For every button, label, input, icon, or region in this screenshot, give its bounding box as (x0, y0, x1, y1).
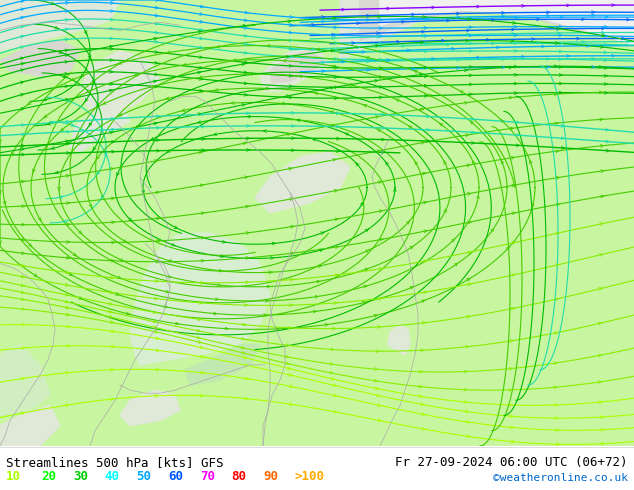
Text: 30: 30 (73, 470, 88, 483)
Text: Fr 27-09-2024 06:00 UTC (06+72): Fr 27-09-2024 06:00 UTC (06+72) (395, 456, 628, 468)
Polygon shape (130, 233, 270, 365)
Text: >100: >100 (295, 470, 325, 483)
Polygon shape (388, 324, 410, 355)
Text: ©weatheronline.co.uk: ©weatheronline.co.uk (493, 473, 628, 483)
Polygon shape (185, 344, 260, 385)
Text: 20: 20 (41, 470, 56, 483)
Polygon shape (255, 152, 350, 213)
Polygon shape (360, 0, 634, 46)
Polygon shape (340, 0, 634, 61)
Polygon shape (0, 344, 50, 416)
Text: 60: 60 (168, 470, 183, 483)
Text: 70: 70 (200, 470, 215, 483)
Text: 50: 50 (136, 470, 152, 483)
Polygon shape (0, 41, 80, 76)
Text: 80: 80 (231, 470, 247, 483)
Polygon shape (380, 0, 634, 46)
Polygon shape (0, 405, 60, 446)
Polygon shape (260, 46, 330, 91)
Polygon shape (0, 0, 120, 50)
Polygon shape (270, 50, 325, 83)
Text: 90: 90 (263, 470, 278, 483)
Text: Streamlines 500 hPa [kts] GFS: Streamlines 500 hPa [kts] GFS (6, 456, 224, 468)
Polygon shape (80, 50, 160, 122)
Text: 10: 10 (6, 470, 22, 483)
Polygon shape (70, 101, 130, 152)
Polygon shape (120, 390, 180, 426)
Text: 40: 40 (105, 470, 120, 483)
